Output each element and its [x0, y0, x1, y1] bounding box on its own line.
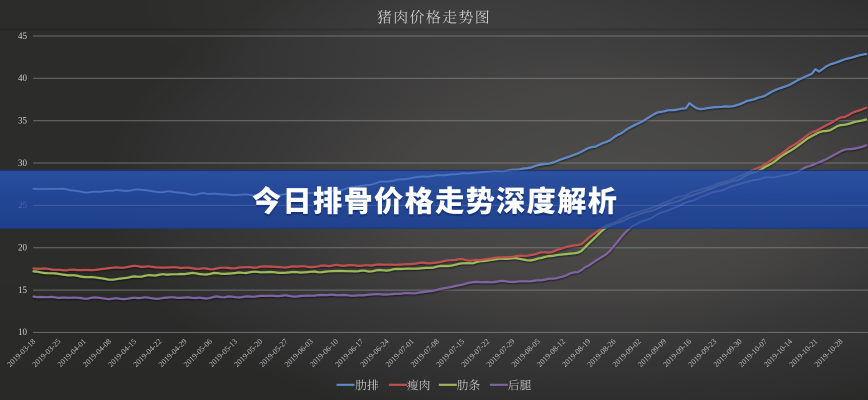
svg-text:20: 20	[18, 243, 28, 253]
svg-text:45: 45	[18, 31, 28, 41]
svg-text:35: 35	[18, 116, 28, 126]
svg-text:10: 10	[18, 327, 28, 337]
svg-text:30: 30	[18, 158, 28, 168]
svg-text:25: 25	[19, 200, 28, 210]
svg-text:15: 15	[18, 285, 28, 295]
svg-text:40: 40	[18, 73, 28, 83]
